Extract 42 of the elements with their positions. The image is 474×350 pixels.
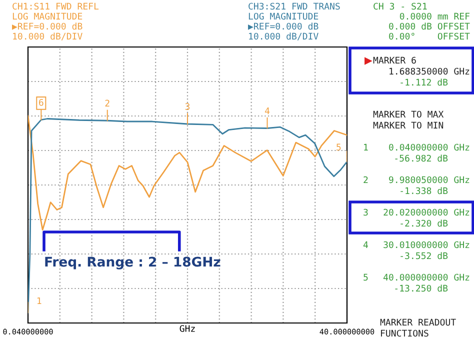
text: 30.010000000 GHz <box>384 241 470 248</box>
text: LOG MAGNITUDE <box>248 12 318 20</box>
text: MARKER 6 <box>373 56 416 64</box>
annotation: 3 <box>185 103 190 110</box>
annotation: 2 <box>105 100 110 106</box>
x-axis-title: GHz <box>180 325 195 332</box>
text: 1 <box>364 144 368 151</box>
text: ▶REF=0.000 dB <box>248 22 318 30</box>
text: 0.0000 mm REF <box>400 12 470 20</box>
text: 4 <box>363 241 368 248</box>
text: 40.000000000 GHz <box>383 274 470 281</box>
text: 5 <box>364 274 368 281</box>
text: 20.020000000 GHz <box>384 208 470 216</box>
annotation: 4 <box>264 108 270 114</box>
text: ▶REF=0.000 dB <box>12 22 82 30</box>
annotation: 6 <box>39 98 44 106</box>
text: 1.688350000 GHz <box>390 68 470 75</box>
annotation: 5 <box>336 144 341 150</box>
text: 3 <box>364 208 368 216</box>
text: FUNCTIONS <box>381 330 428 337</box>
text: MARKER TO MIN <box>373 122 444 129</box>
text: -3.552 dB <box>400 252 448 260</box>
text: MARKER TO MAX <box>373 110 444 118</box>
text: CH3:S21 FWD TRANS <box>248 2 340 10</box>
text: 0.00° OFFSET <box>389 32 470 40</box>
text: LOG MAGNITUDE <box>12 12 82 20</box>
annotation: 1 <box>37 297 42 304</box>
text: 0.000 dB OFFSET <box>389 22 470 30</box>
text: 9.980050000 GHz <box>389 176 470 184</box>
text: CH 3 - S21 <box>374 2 427 10</box>
annotation: Freq. Range : 2 – 18GHz <box>45 256 220 270</box>
text: -1.112 dB <box>400 78 448 86</box>
text: -13.250 dB <box>395 284 448 292</box>
text: MARKER READOUT <box>380 318 456 326</box>
text: -1.338 dB <box>400 187 448 194</box>
text: 10.000 dB/DIV <box>249 32 318 40</box>
text: 0.040000000 GHz <box>389 144 470 151</box>
text: 2 <box>364 176 368 184</box>
text: 10.000 dB/DIV <box>13 32 82 40</box>
text: -2.320 dB <box>400 220 448 227</box>
text: CH1:S11 FWD REFL <box>12 2 99 10</box>
text: -56.982 dB <box>395 154 448 162</box>
